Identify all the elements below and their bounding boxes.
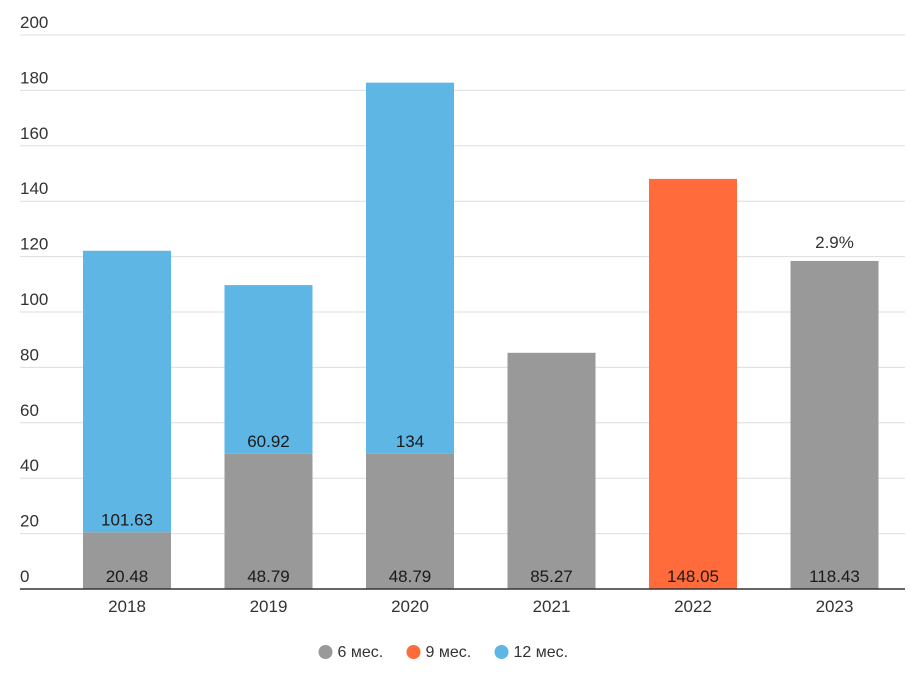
bar-value-label: 20.48 xyxy=(106,567,149,586)
legend-swatch xyxy=(406,645,421,659)
x-tick-label: 2020 xyxy=(391,597,429,616)
legend-item: 6 мес. xyxy=(318,644,384,661)
bar-2018-6-мес- xyxy=(83,532,171,589)
y-tick-label: 140 xyxy=(20,179,48,198)
bar-value-label: 48.79 xyxy=(247,567,290,586)
x-tick-label: 2018 xyxy=(108,597,146,616)
x-tick-label: 2022 xyxy=(674,597,712,616)
legend: 6 мес. 9 мес. 12 мес. xyxy=(318,644,569,661)
bar-annotation: 2.9% xyxy=(815,233,854,252)
legend-swatch xyxy=(318,645,333,659)
bar-value-label: 85.27 xyxy=(530,567,573,586)
y-axis-tick-labels: 0 20 40 60 80 100 120 140 160 180 200 xyxy=(20,13,48,586)
y-tick-label: 100 xyxy=(20,290,48,309)
bar-2019-6-мес- xyxy=(224,453,313,589)
x-axis-tick-labels: 2018 2019 2020 2021 2022 2023 xyxy=(108,597,853,616)
bar-2021-6-мес- xyxy=(507,352,596,589)
y-tick-label: 120 xyxy=(20,235,48,254)
bar-value-label: 118.43 xyxy=(809,567,860,586)
y-tick-label: 200 xyxy=(20,13,48,32)
bar-value-label: 48.79 xyxy=(389,567,432,586)
x-tick-label: 2019 xyxy=(250,597,288,616)
bar-2020-6-мес- xyxy=(366,453,454,589)
x-tick-label: 2021 xyxy=(533,597,571,616)
bar-2020-12-мес- xyxy=(366,82,454,454)
y-tick-label: 180 xyxy=(20,68,48,87)
bar-value-labels: 20.48 101.63 48.79 60.92 48.79 134 85.27 148.05… xyxy=(101,432,860,586)
y-tick-label: 160 xyxy=(20,124,48,143)
bars xyxy=(83,82,879,590)
bar-value-label: 60.92 xyxy=(247,432,290,451)
y-tick-label: 20 xyxy=(20,512,39,531)
y-tick-label: 80 xyxy=(20,345,39,364)
bar-2023-6-мес- xyxy=(790,260,879,589)
legend-swatch xyxy=(494,645,509,659)
y-tick-label: 60 xyxy=(20,401,39,420)
legend-label: 9 мес. xyxy=(426,644,472,661)
legend-label: 6 мес. xyxy=(338,644,384,661)
bar-value-label: 148.05 xyxy=(667,567,719,586)
bar-value-label: 134 xyxy=(396,432,424,451)
annotations: 2.9% xyxy=(815,233,854,252)
y-tick-label: 0 xyxy=(20,567,29,586)
legend-label: 12 мес. xyxy=(514,644,569,661)
y-tick-label: 40 xyxy=(20,456,39,475)
legend-item: 12 мес. xyxy=(494,644,569,661)
bar-2022-9-мес- xyxy=(649,178,737,590)
bar-2018-12-мес- xyxy=(83,250,171,533)
bar-2019-12-мес- xyxy=(224,285,313,454)
legend-item: 9 мес. xyxy=(406,644,472,661)
bar-value-label: 101.63 xyxy=(101,510,153,529)
x-tick-label: 2023 xyxy=(816,597,854,616)
